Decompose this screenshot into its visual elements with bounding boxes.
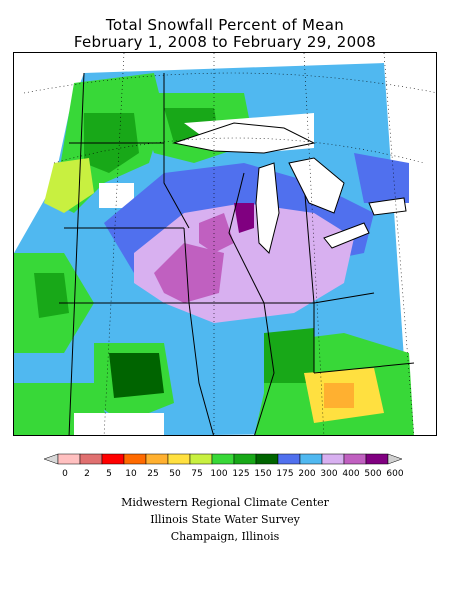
credit-line3: Champaign, Illinois (170, 530, 280, 543)
lake-erie (323, 222, 370, 249)
snowfall-map (13, 52, 437, 436)
border-line (313, 292, 375, 304)
legend-tick-label: 175 (276, 469, 293, 479)
legend-tick-label: 200 (298, 469, 315, 479)
map-title-line1: Total Snowfall Percent of Mean (105, 16, 345, 34)
legend-swatch (321, 453, 345, 465)
lake-ontario (368, 197, 407, 216)
legend-arrow-low (43, 453, 59, 465)
legend-swatch (189, 453, 213, 465)
zone-darkblue-ne (354, 153, 409, 203)
zone-darkgreen-mid (264, 328, 314, 383)
legend-swatch (233, 453, 257, 465)
legend-swatch (101, 453, 125, 465)
zone-lime-nw (44, 158, 94, 213)
latlon-grid (23, 53, 436, 435)
zone-orange-se (324, 383, 354, 408)
legend-swatch (211, 453, 235, 465)
map-title-line2: February 1, 2008 to February 29, 2008 (73, 33, 377, 51)
legend-tick-label: 75 (191, 469, 202, 479)
legend-tick-label: 10 (125, 469, 137, 479)
legend-swatch (365, 453, 389, 465)
legend-tick-label: 5 (106, 469, 112, 479)
zone-darkpurple-wi (234, 203, 254, 233)
border-line (68, 72, 85, 435)
legend-tick-label: 25 (147, 469, 158, 479)
border-line (303, 182, 315, 304)
legend-tick-label: 300 (320, 469, 337, 479)
zone-darkgreen-ks (109, 353, 164, 398)
legend-tick-label: 150 (254, 469, 271, 479)
grid-line (53, 137, 425, 164)
legend-swatch (57, 453, 81, 465)
legend-tick-label: 100 (210, 469, 227, 479)
lake-huron (288, 157, 345, 214)
legend-tick-label: 2 (84, 469, 90, 479)
border-line (313, 362, 415, 374)
map-canvas (14, 53, 436, 435)
legend-tick-label: 500 (364, 469, 381, 479)
zone-purple-iowa (154, 243, 224, 303)
legend-swatch (123, 453, 147, 465)
legend-swatch (145, 453, 169, 465)
legend-tick-label: 125 (232, 469, 249, 479)
border-line (228, 172, 265, 304)
grid-line (303, 53, 325, 435)
legend-arrow-high (387, 453, 403, 465)
grid-line (383, 53, 415, 435)
legend-swatch (79, 453, 103, 465)
legend-swatch (167, 453, 191, 465)
legend-swatch (299, 453, 323, 465)
border-line (183, 227, 214, 435)
zone-white-patch (99, 183, 134, 208)
zone-darkgreen-sw (34, 273, 69, 318)
legend-tick-label: 0 (62, 469, 68, 479)
credit-line2: Illinois State Water Survey (150, 513, 300, 526)
legend-tick-label: 600 (386, 469, 403, 479)
grid-line (23, 72, 436, 94)
legend-tick-label: 50 (169, 469, 181, 479)
credit-line1: Midwestern Regional Climate Center (121, 496, 329, 509)
lake-michigan (255, 162, 280, 254)
legend-tick-label: 400 (342, 469, 359, 479)
zone-white-south (74, 413, 164, 435)
legend-swatch (277, 453, 301, 465)
grid-line (103, 53, 125, 435)
border-line (163, 73, 190, 229)
legend-swatch (343, 453, 367, 465)
legend-swatch (255, 453, 279, 465)
state-borders (59, 72, 415, 435)
border-line (204, 302, 275, 435)
color-legend: 0 2 5 10 25 50 75 100 125 150 175 200 300 400 500 600 (43, 453, 404, 479)
zone-purple-wi (199, 213, 234, 253)
